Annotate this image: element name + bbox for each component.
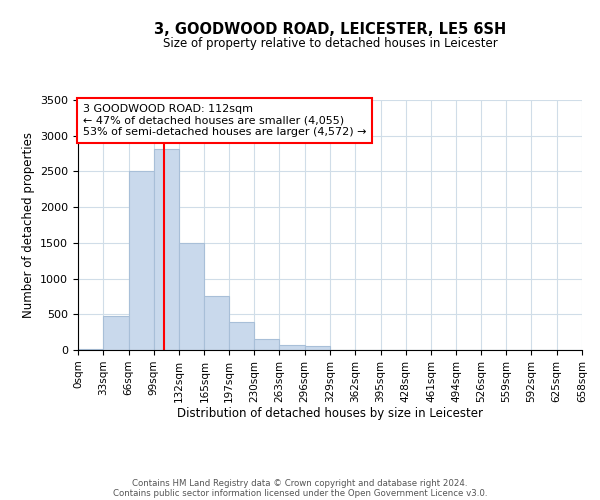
X-axis label: Distribution of detached houses by size in Leicester: Distribution of detached houses by size …	[177, 408, 483, 420]
Text: 3, GOODWOOD ROAD, LEICESTER, LE5 6SH: 3, GOODWOOD ROAD, LEICESTER, LE5 6SH	[154, 22, 506, 38]
Bar	[305, 346, 330, 350]
Bar	[154, 148, 179, 350]
Bar	[254, 340, 280, 350]
Bar	[78, 348, 103, 350]
Bar	[128, 172, 154, 350]
Text: Contains HM Land Registry data © Crown copyright and database right 2024.: Contains HM Land Registry data © Crown c…	[132, 478, 468, 488]
Y-axis label: Number of detached properties: Number of detached properties	[22, 132, 35, 318]
Bar	[205, 296, 229, 350]
Text: Contains public sector information licensed under the Open Government Licence v3: Contains public sector information licen…	[113, 488, 487, 498]
Bar	[229, 322, 254, 350]
Bar	[179, 243, 205, 350]
Text: Size of property relative to detached houses in Leicester: Size of property relative to detached ho…	[163, 38, 497, 51]
Bar	[103, 316, 128, 350]
Text: 3 GOODWOOD ROAD: 112sqm
← 47% of detached houses are smaller (4,055)
53% of semi: 3 GOODWOOD ROAD: 112sqm ← 47% of detache…	[83, 104, 367, 137]
Bar	[280, 344, 305, 350]
